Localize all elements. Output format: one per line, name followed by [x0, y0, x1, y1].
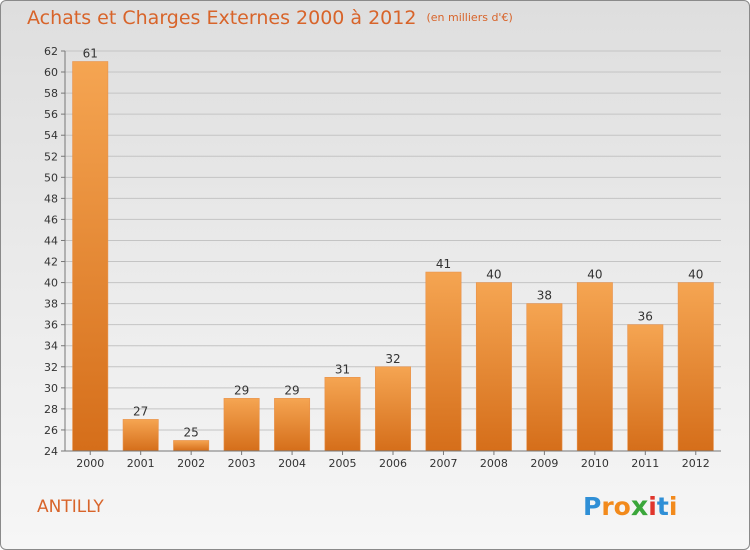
logo-letter: t — [656, 492, 669, 521]
y-tick-label: 26 — [44, 424, 58, 437]
bar-2010 — [576, 282, 613, 452]
y-tick-label: 40 — [44, 277, 58, 290]
bar-2002 — [173, 440, 210, 452]
y-tick-label: 34 — [44, 340, 58, 353]
bar-value-label: 25 — [184, 425, 199, 439]
bar-value-label: 38 — [537, 289, 552, 303]
bar-2011 — [627, 324, 664, 452]
x-tick-label: 2002 — [177, 457, 205, 470]
logo-letter: o — [613, 492, 631, 521]
bar-2012 — [677, 282, 714, 452]
bar-value-label: 61 — [83, 47, 98, 61]
chart-title: Achats et Charges Externes 2000 à 2012 (e… — [27, 7, 513, 29]
bar-2000 — [72, 61, 109, 452]
x-tick-label: 2007 — [429, 457, 457, 470]
y-tick-label: 38 — [44, 298, 58, 311]
y-tick-label: 42 — [44, 256, 58, 269]
y-tick-label: 48 — [44, 192, 58, 205]
x-tick-label: 2000 — [76, 457, 104, 470]
y-tick-label: 36 — [44, 319, 58, 332]
y-tick-label: 30 — [44, 382, 58, 395]
bar-2005 — [324, 377, 361, 452]
bar-value-label: 36 — [638, 310, 653, 324]
bar-2007 — [425, 271, 462, 452]
bars: 61 27 25 29 29 31 32 41 40 38 40 36 40 — [72, 47, 714, 452]
bar-value-label: 31 — [335, 362, 350, 376]
y-tick-label: 58 — [44, 87, 58, 100]
bar-2008 — [475, 282, 512, 452]
x-tick-label: 2001 — [127, 457, 155, 470]
bar-value-label: 29 — [234, 383, 249, 397]
bar-value-label: 40 — [486, 268, 501, 282]
chart-subtitle: (en milliers d'€) — [426, 11, 513, 24]
y-axis: 24 26 28 30 32 34 36 38 40 42 44 46 48 50 52 54 56 58 60 62 — [44, 45, 66, 458]
x-tick-label: 2009 — [530, 457, 558, 470]
x-tick-label: 2008 — [480, 457, 508, 470]
y-tick-label: 44 — [44, 234, 58, 247]
y-tick-label: 46 — [44, 213, 58, 226]
x-tick-label: 2003 — [228, 457, 256, 470]
y-tick-label: 28 — [44, 403, 58, 416]
x-tick-label: 2010 — [581, 457, 609, 470]
logo-letter: i — [648, 492, 657, 521]
logo-letter: i — [668, 492, 678, 521]
logo-letter: r — [601, 492, 614, 521]
y-tick-label: 24 — [44, 445, 58, 458]
x-tick-label: 2011 — [631, 457, 659, 470]
y-tick-label: 54 — [44, 129, 58, 142]
x-tick-label: 2006 — [379, 457, 407, 470]
bar-value-label: 29 — [284, 383, 299, 397]
bar-2006 — [375, 366, 411, 452]
y-tick-label: 56 — [44, 108, 58, 121]
town-name: ANTILLY — [37, 497, 104, 517]
bar-2001 — [122, 419, 159, 452]
x-tick-label: 2012 — [682, 457, 710, 470]
bar-value-label: 40 — [587, 268, 602, 282]
x-tick-label: 2004 — [278, 457, 306, 470]
bar-2003 — [223, 398, 260, 452]
bar-value-label: 32 — [385, 352, 400, 366]
y-tick-label: 60 — [44, 66, 58, 79]
bar-2004 — [274, 398, 311, 452]
bar-2009 — [526, 303, 563, 452]
logo-letter: x — [630, 491, 649, 522]
y-tick-label: 52 — [44, 150, 58, 163]
y-tick-label: 62 — [44, 45, 58, 58]
proxiti-logo: Proxiti — [583, 491, 677, 522]
y-tick-label: 50 — [44, 171, 58, 184]
x-axis: 2000 2001 2002 2003 2004 2005 2006 2007 2008 2009… — [65, 450, 721, 470]
bar-value-label: 40 — [688, 268, 703, 282]
y-tick-label: 32 — [44, 361, 58, 374]
x-tick-label: 2005 — [329, 457, 357, 470]
logo-letter: P — [583, 492, 602, 521]
chart-title-text: Achats et Charges Externes 2000 à 2012 — [27, 7, 417, 29]
bar-value-label: 41 — [436, 257, 451, 271]
bar-value-label: 27 — [133, 404, 148, 418]
